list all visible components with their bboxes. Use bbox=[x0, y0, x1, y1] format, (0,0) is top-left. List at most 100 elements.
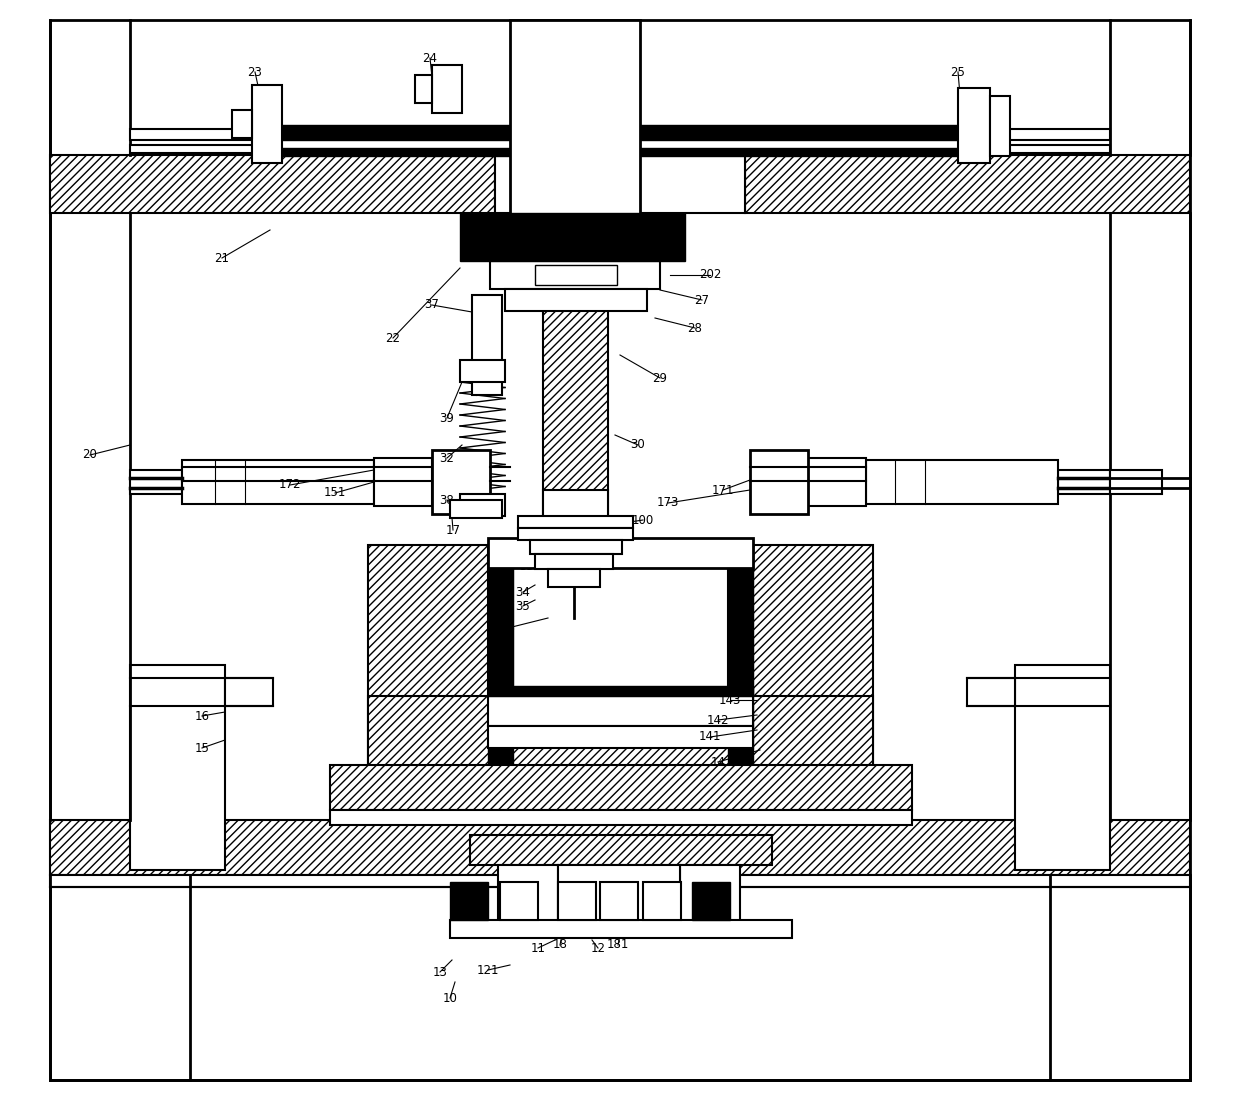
Bar bbox=[745, 155, 1190, 213]
Text: 142: 142 bbox=[707, 713, 729, 726]
Bar bbox=[50, 875, 1190, 887]
Bar bbox=[472, 295, 502, 395]
Text: 172: 172 bbox=[279, 478, 301, 491]
Bar bbox=[500, 882, 538, 920]
Text: 31: 31 bbox=[580, 533, 595, 547]
Bar bbox=[808, 458, 866, 506]
Bar bbox=[750, 450, 808, 513]
Text: 10: 10 bbox=[443, 991, 458, 1005]
Text: 25: 25 bbox=[951, 65, 966, 79]
Text: 21: 21 bbox=[215, 252, 229, 265]
Text: 11: 11 bbox=[531, 942, 546, 955]
Bar bbox=[460, 360, 505, 381]
Bar bbox=[182, 460, 374, 503]
Bar bbox=[728, 545, 753, 770]
Bar bbox=[374, 458, 432, 506]
Text: 141: 141 bbox=[699, 731, 722, 743]
Bar bbox=[50, 820, 1190, 875]
Bar bbox=[644, 882, 681, 920]
Text: 28: 28 bbox=[687, 322, 702, 335]
Bar bbox=[489, 726, 753, 747]
Bar bbox=[692, 882, 730, 920]
Bar bbox=[866, 460, 1058, 503]
Bar bbox=[130, 145, 280, 153]
Bar bbox=[130, 129, 280, 140]
Bar bbox=[960, 129, 1110, 140]
Bar bbox=[368, 545, 489, 775]
Text: 30: 30 bbox=[631, 438, 645, 451]
Bar bbox=[470, 835, 773, 865]
Text: 12: 12 bbox=[590, 942, 605, 955]
Bar bbox=[450, 920, 792, 938]
Bar bbox=[50, 155, 495, 213]
Bar bbox=[1058, 470, 1110, 494]
Bar bbox=[960, 145, 1110, 153]
Bar bbox=[753, 545, 873, 775]
Text: 39: 39 bbox=[439, 411, 454, 425]
Bar bbox=[959, 88, 990, 163]
Bar bbox=[967, 678, 1016, 706]
Bar bbox=[498, 865, 558, 930]
Text: 29: 29 bbox=[652, 372, 667, 385]
Bar bbox=[600, 882, 639, 920]
Text: 18: 18 bbox=[553, 938, 568, 952]
Bar bbox=[534, 554, 613, 569]
Bar bbox=[1110, 470, 1162, 494]
Bar bbox=[130, 665, 224, 869]
Text: 331: 331 bbox=[572, 499, 594, 511]
Bar bbox=[558, 865, 680, 930]
Bar bbox=[505, 289, 647, 311]
Bar bbox=[1016, 665, 1110, 869]
Text: 181: 181 bbox=[606, 938, 629, 952]
Text: 16: 16 bbox=[195, 710, 210, 722]
Bar bbox=[460, 213, 684, 261]
Text: 121: 121 bbox=[476, 964, 500, 977]
Text: 36: 36 bbox=[501, 621, 516, 634]
Text: 22: 22 bbox=[386, 332, 401, 345]
Bar bbox=[460, 494, 505, 516]
Text: 13: 13 bbox=[433, 966, 448, 978]
Bar bbox=[513, 568, 728, 688]
Text: 14: 14 bbox=[711, 755, 725, 769]
Bar bbox=[368, 696, 873, 774]
Text: 15: 15 bbox=[195, 742, 210, 754]
Bar bbox=[534, 265, 618, 285]
Bar bbox=[510, 20, 640, 265]
Bar bbox=[130, 470, 182, 494]
Bar bbox=[252, 85, 281, 163]
Bar bbox=[432, 450, 490, 513]
Bar bbox=[330, 765, 911, 810]
Bar bbox=[543, 261, 608, 561]
Bar bbox=[280, 125, 960, 140]
Bar bbox=[232, 110, 252, 138]
Text: 37: 37 bbox=[424, 298, 439, 312]
Text: 100: 100 bbox=[632, 513, 655, 527]
Bar bbox=[224, 678, 273, 706]
Text: 38: 38 bbox=[440, 494, 454, 507]
Bar bbox=[450, 500, 502, 518]
Bar bbox=[415, 75, 432, 103]
Bar bbox=[489, 545, 513, 770]
Text: 27: 27 bbox=[694, 294, 709, 306]
Bar bbox=[489, 686, 753, 696]
Bar bbox=[450, 882, 489, 920]
Text: 33: 33 bbox=[520, 560, 534, 573]
Bar bbox=[518, 516, 632, 528]
Text: 101: 101 bbox=[606, 916, 629, 928]
Bar bbox=[489, 538, 753, 568]
Text: 23: 23 bbox=[248, 65, 263, 79]
Bar bbox=[489, 696, 753, 726]
Text: 173: 173 bbox=[657, 497, 680, 509]
Text: 151: 151 bbox=[324, 487, 346, 499]
Bar bbox=[548, 569, 600, 587]
Text: 202: 202 bbox=[699, 268, 722, 282]
Bar bbox=[330, 810, 911, 825]
Bar bbox=[558, 882, 596, 920]
Text: 24: 24 bbox=[423, 51, 438, 64]
Text: 26: 26 bbox=[564, 29, 579, 41]
Bar bbox=[495, 155, 745, 213]
Bar bbox=[518, 528, 632, 540]
Text: 32: 32 bbox=[439, 451, 454, 465]
Bar bbox=[529, 540, 622, 554]
Bar bbox=[490, 261, 660, 289]
